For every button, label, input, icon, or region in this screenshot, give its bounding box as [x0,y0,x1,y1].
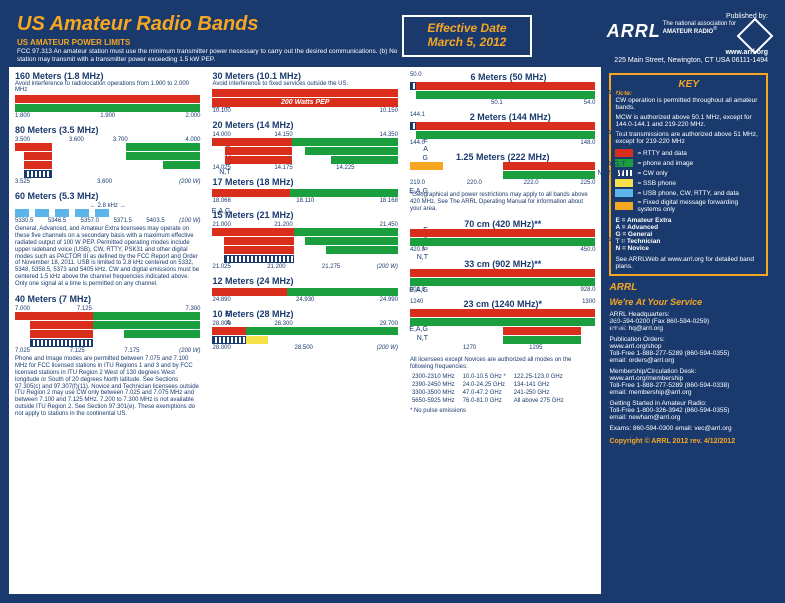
key-see: See ARRLWeb at www.arrl.org for detailed… [615,256,762,270]
band-40m: 40 Meters (7 MHz) 7.0007.1257.300 E A G … [15,294,200,418]
band-2m: 144.12 Meters (144 MHz) E,A,G,T 144.0148… [410,112,595,146]
arrl-logo: ARRL [607,21,661,41]
swatch-ssb [615,179,633,187]
key-box: KEY Note: CW operation is permitted thro… [609,73,768,276]
band-title: 10 Meters (28 MHz) [212,309,397,319]
swatch-fixed [615,202,633,210]
arrl-service-block: ARRL We're At Your Service ARRL Headquar… [609,282,768,445]
band-125m: 1.25 Meters (222 MHz) E,A,G,T N (25 W) 2… [410,152,595,186]
band-23cm: 124023 cm (1240 MHz)*1300 E,A,G,T N (5 W… [410,299,595,351]
arrl-pub: Publication Orders: www.arrl.org/shop To… [609,336,768,364]
arrl-service-title: ARRL [609,282,768,293]
title-block: US Amateur Radio Bands US AMATEUR POWER … [17,13,402,63]
swatch-rtty [615,149,633,157]
all-lic-text: All licensees except Novices are authori… [410,357,595,371]
swatch-usb [615,189,633,197]
arrl-url: www.arrl.org [540,49,768,57]
copyright: Copyright © ARRL 2012 rev. 4/12/2012 [609,438,768,445]
band-10m: 10 Meters (28 MHz) 28.00028.30029.700 E,… [212,309,397,351]
text-60m: General, Advanced, and Amateur Extra lic… [15,226,200,288]
chart-80m: 3.5003.6003.7004.000 E A G N,T 3.5253.60… [15,137,200,185]
band-title: 40 Meters (7 MHz) [15,294,200,304]
band-title: 80 Meters (3.5 MHz) [15,125,200,135]
page-root: US Amateur Radio Bands US AMATEUR POWER … [0,0,785,603]
watts-banner: 200 Watts PEP [212,98,397,107]
band-17m: 17 Meters (18 MHz) E,A,G 18.06818.11018.… [212,177,397,204]
key-classes: E = Amateur Extra A = Advanced G = Gener… [615,217,762,252]
arrl-tag1: The national association for [663,21,736,27]
chart-60m: ← 2.8 kHz → E,A,G 5330.5 5346.5 [15,203,200,224]
key-title: KEY [615,79,762,90]
chart-160m: E,A,G 1.8001.9002.000 [15,95,200,119]
arrl-addr: 225 Main Street, Newington, CT USA 06111… [540,57,768,65]
pulse-note: * No pulse emissions [410,408,595,415]
band-15m: 15 Meters (21 MHz) 21.00021.20021.450 E … [212,210,397,270]
publisher-block: Published by: ARRL The national associat… [540,13,768,63]
band-title: 60 Meters (5.3 MHz) [15,191,200,201]
band-title: 12 Meters (24 MHz) [212,276,397,286]
band-60m: 60 Meters (5.3 MHz) ← 2.8 kHz → E,A,G [15,191,200,288]
band-title: 17 Meters (18 MHz) [212,177,397,187]
band-12m: 12 Meters (24 MHz) E,A,G 24.89024.93024.… [212,276,397,303]
key-note: Test transmissions are authorized above … [615,131,762,145]
freq-table: 2300-2310 MHz10.0-10.5 GHz *122.25-123.0… [410,372,572,406]
arrl-hq: ARRL Headquarters: 860-594-0200 (Fax 860… [609,311,768,332]
key-note: CW operation is permitted throughout all… [615,97,762,111]
band-30m: 30 Meters (10.1 MHz) Avoid interference … [212,71,397,114]
chart-40m: 7.0007.1257.300 E A G N,T 7.0257.1257.17… [15,306,200,354]
band-70cm: 70 cm (420 MHz)** E,A,G,T 420.0450.0 [410,219,595,253]
fcc-text: FCC 97.313 An amateur station must use t… [17,48,402,64]
content-grid: 160 Meters (1.8 MHz) Avoid interference … [9,67,776,594]
date-label: Effective Date [404,21,530,35]
column-3: 50.06 Meters (50 MHz) E,A,G,T 50.154.0 1… [404,67,601,594]
key-note: MCW is authorized above 50.1 MHz, except… [615,114,762,128]
date-value: March 5, 2012 [404,35,530,49]
text-40m: Phone and Image modes are permitted betw… [15,356,200,418]
key-note-label: Note: [615,90,762,97]
effective-date-box: Effective Date March 5, 2012 [402,15,532,57]
key-legend: = RTTY and data = phone and image = CW o… [615,149,762,213]
band-title: 160 Meters (1.8 MHz) [15,71,200,81]
band-20m: 20 Meters (14 MHz) 14.00014.15014.350 E … [212,120,397,171]
arrl-exams: Exams: 860-594-0300 email: vec@arrl.org [609,425,768,432]
header: US Amateur Radio Bands US AMATEUR POWER … [9,9,776,67]
column-1: 160 Meters (1.8 MHz) Avoid interference … [9,67,206,594]
subtitle: US AMATEUR POWER LIMITS [17,38,402,47]
band-note: Avoid interference to fixed services out… [212,81,397,87]
band-6m: 50.06 Meters (50 MHz) E,A,G,T 50.154.0 [410,72,595,106]
arrl-start: Getting Started in Amateur Radio: Toll-F… [609,400,768,421]
arrl-mem: Membership/Circulation Desk: www.arrl.or… [609,368,768,396]
pub-label: Published by: [540,13,768,21]
band-80m: 80 Meters (3.5 MHz) 3.5003.6003.7004.000… [15,125,200,185]
column-4-sidebar: KEY Note: CW operation is permitted thro… [601,67,776,594]
geo-note: *Geographical and power restrictions may… [410,192,595,213]
band-title: 30 Meters (10.1 MHz) [212,71,397,81]
main-title: US Amateur Radio Bands [17,13,402,36]
class-label: E,A,G [212,208,231,215]
band-note: Avoid interference to radiolocation oper… [15,81,200,93]
arrl-service-tag: We're At Your Service [609,297,768,307]
arrl-tag2: AMATEUR RADIO [663,29,714,35]
band-160m: 160 Meters (1.8 MHz) Avoid interference … [15,71,200,119]
band-title: 15 Meters (21 MHz) [212,210,397,220]
inner-panel: US Amateur Radio Bands US AMATEUR POWER … [8,8,777,595]
band-33cm: 33 cm (902 MHz)** E,A,G,T 902.0928.0 [410,259,595,293]
column-2: 30 Meters (10.1 MHz) Avoid interference … [206,67,403,594]
band-title: 20 Meters (14 MHz) [212,120,397,130]
